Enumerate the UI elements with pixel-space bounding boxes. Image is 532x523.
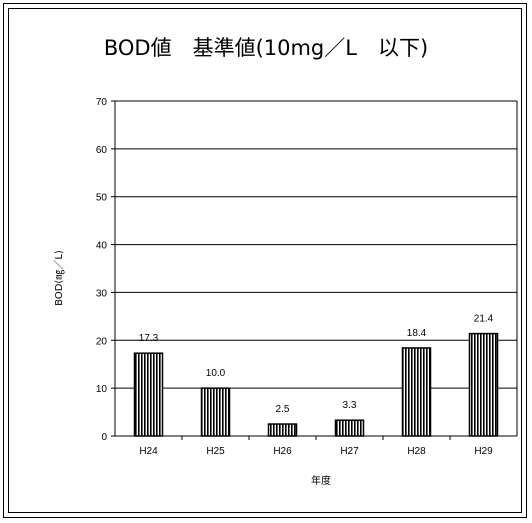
- x-tick-label-h29: H29: [474, 446, 493, 457]
- x-axis-title: 年度: [311, 474, 331, 487]
- data-label-h24: 17.3: [139, 333, 159, 344]
- y-tick-label: 40: [96, 241, 108, 252]
- data-label-h28: 18.4: [407, 328, 427, 339]
- bars: [133, 332, 499, 437]
- gridlines: [115, 100, 517, 389]
- y-tick-label: 30: [96, 288, 108, 299]
- y-tick-label: 10: [96, 384, 108, 395]
- x-tick-label-h27: H27: [340, 446, 359, 457]
- data-label-h26: 2.5: [276, 404, 290, 415]
- bar-h29: [468, 332, 499, 437]
- bar-h25: [200, 387, 231, 437]
- bar-h28: [401, 347, 432, 437]
- x-tick-label-h26: H26: [273, 446, 292, 457]
- x-tick-label-h28: H28: [407, 446, 426, 457]
- chart-title: BOD値 基準値(10mg／L 以下): [104, 36, 428, 60]
- bar-h26: [267, 423, 298, 437]
- outer-frame: [3, 3, 527, 518]
- y-tick-label: 0: [101, 432, 107, 443]
- y-tick-label: 60: [96, 145, 108, 156]
- bar-h27: [334, 419, 365, 437]
- x-tick-label-h25: H25: [206, 446, 225, 457]
- x-tick-label-h24: H24: [139, 446, 158, 457]
- data-label-h29: 21.4: [474, 314, 494, 325]
- y-tick-label: 20: [96, 336, 108, 347]
- inner-frame: [8, 8, 522, 513]
- data-label-h27: 3.3: [343, 400, 357, 411]
- axes: [111, 100, 518, 440]
- y-tick-label: 70: [96, 97, 108, 108]
- data-label-h25: 10.0: [206, 368, 226, 379]
- bar-h24: [133, 352, 164, 437]
- labels: 0 10 20 30 40 50 60 70 17.3 H24 10.0 H25 2.5 H26 3.3 H2…: [96, 97, 494, 457]
- y-axis-title: BOD(㎎／L): [53, 250, 65, 306]
- y-tick-label: 50: [96, 193, 108, 204]
